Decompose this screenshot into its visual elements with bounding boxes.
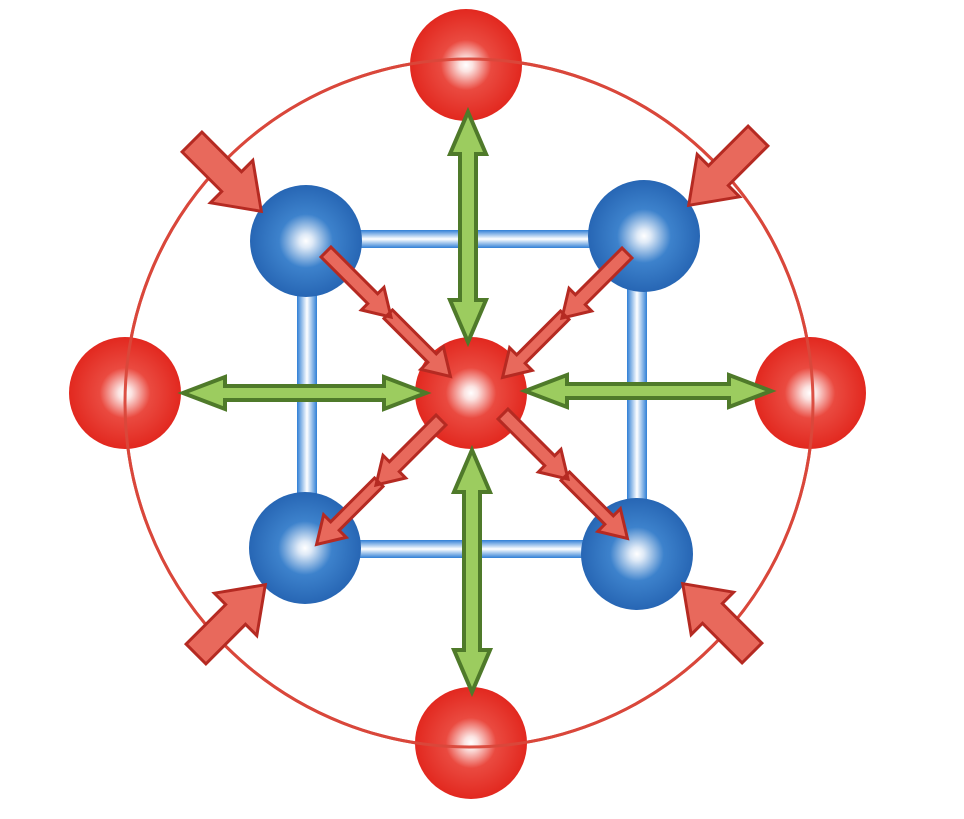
red-atom-top [410,9,522,121]
outer-red-arrows [179,123,771,667]
green-arrow-left [177,374,432,412]
green-arrow-down [450,444,494,698]
outer-arrow-bottom-left [183,582,268,667]
red-atom-right [754,337,866,449]
green-arrows [177,106,777,698]
green-arrow-right [519,372,777,410]
inner-arrow-top-left [318,244,453,379]
inner-arrow-bottom-right [495,406,630,541]
red-atom-bottom [415,687,527,799]
outer-arrow-bottom-right [680,581,765,666]
inner-red-arrows [314,244,635,547]
inner-arrow-top-right [500,245,635,380]
green-arrow-up [446,106,490,348]
outer-arrow-top-right [686,123,771,208]
outer-arrow-top-left [179,129,264,214]
inner-arrow-bottom-left [314,412,449,547]
outer-circle-overlay [123,57,815,749]
